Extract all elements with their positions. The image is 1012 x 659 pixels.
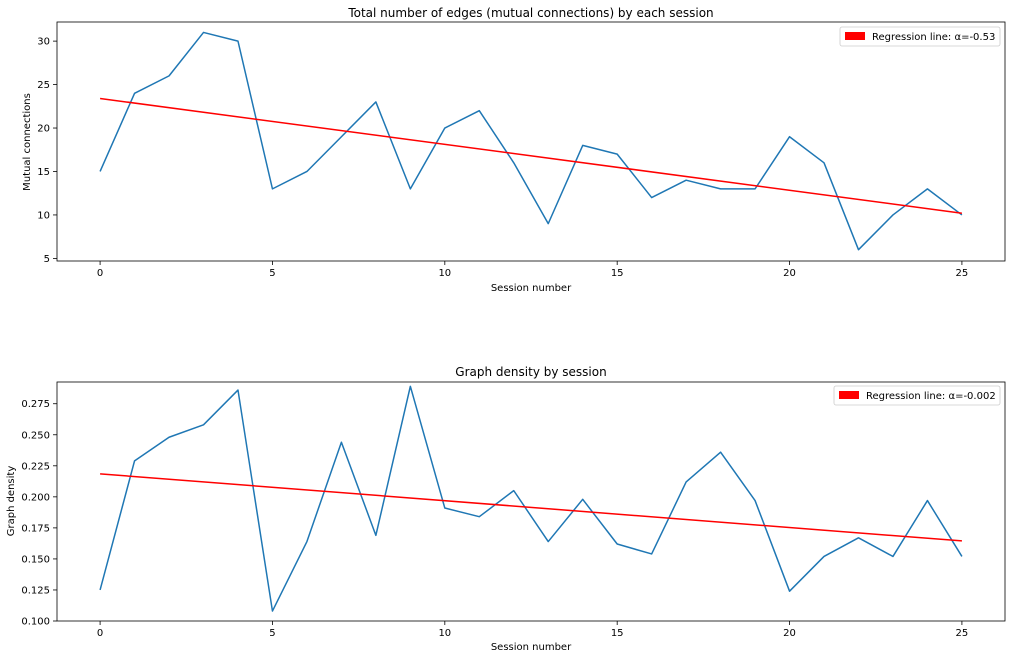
y-axis-label: Graph density: [6, 466, 17, 537]
y-tick-label: 10: [37, 210, 50, 221]
y-axis-ticks: 0.100 0.125 0.150 0.175 0.200 0.225 0.250 0.275: [21, 399, 57, 628]
y-tick-label: 25: [37, 80, 50, 91]
y-tick-label: 20: [37, 124, 50, 135]
series-line: [99, 385, 963, 612]
legend-swatch: [839, 391, 859, 399]
plot-area: [56, 381, 1006, 622]
x-tick-label: 15: [611, 268, 624, 279]
x-tick-label: 5: [269, 628, 275, 639]
y-tick-label: 5: [44, 254, 50, 265]
legend: Regression line: α=-0.53: [839, 26, 1001, 47]
x-tick-label: 5: [269, 268, 275, 279]
y-tick-label: 15: [37, 167, 50, 178]
x-axis-label: Session number: [491, 283, 572, 294]
regression-line: [100, 473, 962, 542]
series-marks: [99, 385, 963, 612]
y-tick-label: 0.150: [21, 554, 50, 565]
chart-title: Total number of edges (mutual connection…: [347, 6, 713, 20]
x-tick-label: 0: [97, 628, 103, 639]
x-tick-label: 15: [611, 628, 624, 639]
y-tick-label: 0.275: [21, 399, 50, 410]
y-tick-label: 0.125: [21, 585, 50, 596]
y-tick-label: 0.225: [21, 461, 50, 472]
x-tick-label: 10: [438, 628, 451, 639]
y-tick-label: 0.200: [21, 492, 50, 503]
series-marks: [99, 31, 963, 251]
legend: Regression line: α=-0.002: [833, 385, 1001, 406]
chart-title: Graph density by session: [455, 365, 606, 379]
y-tick-label: 30: [37, 37, 50, 48]
legend-box: [833, 385, 1001, 406]
x-tick-label: 25: [956, 628, 969, 639]
y-tick-label: 0.250: [21, 430, 50, 441]
x-tick-label: 20: [783, 268, 796, 279]
plot-area: [56, 21, 1006, 262]
graph-density-chart: Graph density by session 0 5 10 15 20 25 0.10…: [6, 365, 1006, 653]
legend-entry: Regression line: α=-0.002: [866, 391, 996, 402]
legend-swatch: [845, 32, 865, 40]
x-axis-ticks: 0 5 10 15 20 25: [97, 261, 968, 279]
y-axis-label: Mutual connections: [22, 93, 33, 191]
x-axis-label: Session number: [491, 642, 572, 653]
regression-line: [99, 97, 963, 214]
x-tick-label: 20: [783, 628, 796, 639]
legend-box: [839, 26, 1001, 47]
x-tick-label: 10: [438, 268, 451, 279]
x-tick-label: 25: [956, 268, 969, 279]
mutual-connections-chart: Total number of edges (mutual connection…: [22, 6, 1006, 294]
y-tick-label: 0.175: [21, 523, 50, 534]
y-axis-ticks: 5 10 15 20 25 30: [37, 37, 57, 265]
x-tick-label: 0: [97, 268, 103, 279]
legend-entry: Regression line: α=-0.53: [872, 32, 995, 43]
x-axis-ticks: 0 5 10 15 20 25: [97, 621, 968, 639]
y-tick-label: 0.100: [21, 617, 50, 628]
series-line: [99, 31, 963, 251]
